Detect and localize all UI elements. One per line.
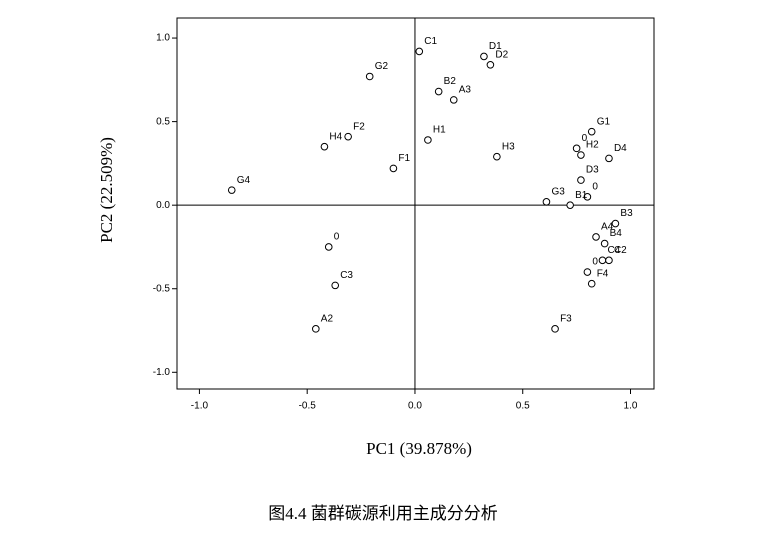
- point: [493, 152, 501, 161]
- point-label: H3: [502, 141, 515, 152]
- point: [611, 219, 620, 228]
- x-tick-label: -1.0: [191, 401, 209, 412]
- point: [566, 201, 574, 209]
- point-label: 0: [582, 133, 588, 144]
- y-tick-label: 0.5: [156, 116, 170, 127]
- y-tick-label: 0.0: [156, 200, 170, 211]
- point-label: G1: [597, 116, 611, 127]
- point: [365, 72, 374, 81]
- point-label: A3: [459, 85, 472, 96]
- point: [331, 281, 340, 290]
- point: [389, 164, 398, 173]
- point-label: A4: [601, 222, 614, 233]
- point-label: G4: [237, 175, 251, 186]
- point-label: 0: [334, 232, 340, 243]
- point-label: H4: [329, 131, 342, 142]
- point-label: B4: [610, 228, 623, 239]
- x-tick-label: -0.5: [299, 401, 317, 412]
- point: [551, 325, 559, 333]
- plot-frame: [176, 17, 655, 390]
- y-tick-label: 1.0: [156, 33, 170, 44]
- point: [480, 52, 488, 61]
- point-label: 0: [592, 257, 598, 268]
- point-label: C2: [614, 245, 627, 256]
- point: [605, 154, 613, 163]
- point: [324, 243, 333, 251]
- point: [577, 151, 585, 159]
- point: [587, 279, 596, 288]
- point: [583, 268, 592, 276]
- point: [227, 186, 236, 194]
- point-label: 0: [592, 181, 598, 192]
- point-label: A2: [321, 313, 334, 324]
- point: [598, 256, 607, 265]
- point: [486, 60, 495, 69]
- point: [542, 198, 551, 206]
- point-label: B2: [444, 76, 457, 87]
- point-label: D2: [495, 49, 508, 60]
- point-label: G2: [375, 61, 389, 72]
- x-tick-label: 0.5: [516, 401, 530, 412]
- point-label: F4: [597, 268, 609, 279]
- point: [587, 127, 596, 136]
- point: [600, 239, 609, 248]
- x-tick-label: 1.0: [624, 401, 638, 412]
- point-label: C4: [607, 245, 620, 256]
- y-axis-label: PC2 (22.509%): [97, 137, 116, 243]
- point-label: C1: [424, 36, 437, 47]
- point-label: B1: [575, 190, 588, 201]
- point: [424, 136, 432, 144]
- point-label: F1: [398, 153, 410, 164]
- point: [312, 325, 320, 333]
- point: [605, 256, 613, 265]
- point-label: G3: [551, 186, 565, 197]
- point: [592, 233, 600, 241]
- point: [344, 132, 352, 141]
- point-label: H2: [586, 140, 599, 151]
- point-label: H1: [433, 125, 446, 136]
- point-label: F2: [353, 121, 365, 132]
- caption: 图4.4 菌群碳源利用主成分分析: [268, 504, 498, 523]
- y-tick-label: -1.0: [153, 367, 171, 378]
- point: [434, 87, 443, 96]
- point-label: B3: [620, 208, 633, 219]
- point: [320, 142, 329, 151]
- point: [449, 96, 458, 104]
- point-label: D1: [489, 41, 502, 52]
- point: [583, 193, 592, 201]
- point: [415, 47, 424, 56]
- point: [572, 144, 581, 153]
- point-label: D3: [586, 165, 599, 176]
- point-label: F3: [560, 313, 572, 324]
- point-label: D4: [614, 143, 627, 154]
- point-label: C3: [340, 270, 353, 281]
- y-tick-label: -0.5: [153, 283, 171, 294]
- point: [577, 176, 585, 184]
- x-axis-label: PC1 (39.878%): [366, 439, 472, 458]
- x-tick-label: 0.0: [408, 401, 422, 412]
